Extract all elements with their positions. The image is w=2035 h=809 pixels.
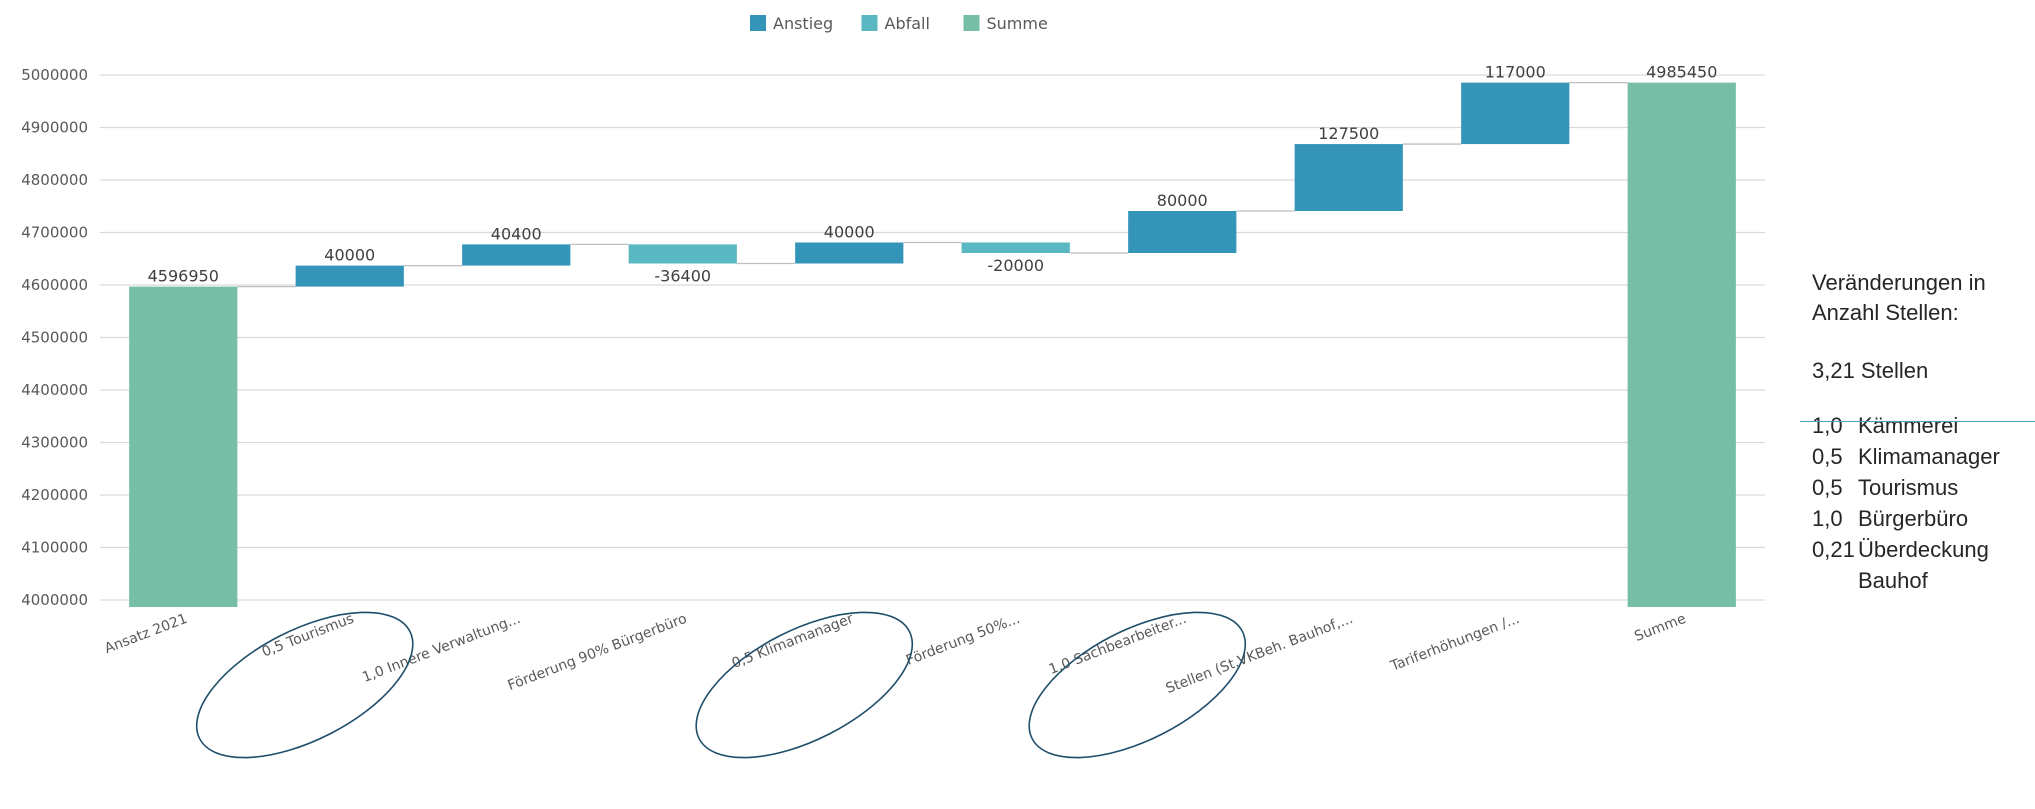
side-note-total: 3,21 Stellen <box>1812 358 1929 383</box>
bar-decrease <box>628 244 737 264</box>
data-label: 117000 <box>1485 63 1546 82</box>
side-note-divider <box>1800 421 2035 422</box>
data-labels: 4596950 40000 40400 -36400 40000 -20000 80000 1… <box>148 63 1718 286</box>
side-note-header-line1: Veränderungen in <box>1812 270 1986 295</box>
y-tick-label: 5000000 <box>21 66 88 84</box>
side-note-item-num: 1,0 <box>1812 413 1843 438</box>
y-tick-label: 4800000 <box>21 171 88 189</box>
side-note-item-num: 0,21 <box>1812 537 1855 562</box>
highlight-ellipse <box>195 611 414 759</box>
data-label: -20000 <box>987 256 1044 275</box>
bar-decrease <box>961 242 1070 254</box>
x-tick-label: 0,5 Tourismus <box>260 611 356 661</box>
side-note-item-text: Bürgerbüro <box>1858 506 1969 531</box>
side-note-item-text: Klimamanager <box>1858 444 2000 469</box>
data-label: 40000 <box>324 246 375 265</box>
side-note-item: 0,5 Tourismus <box>1812 472 2032 503</box>
y-tick-label: 4900000 <box>21 119 88 137</box>
bar-increase <box>1294 144 1403 212</box>
bar-increase <box>295 265 404 287</box>
bar-increase <box>462 244 571 266</box>
data-label: 4596950 <box>148 267 219 286</box>
legend-label: Abfall <box>885 14 930 33</box>
side-note-item-text: Tourismus <box>1858 475 1959 500</box>
bar-increase <box>1461 82 1570 145</box>
side-note-items: 1,0 Kämmerei 0,5 Klimamanager 0,5 Tourismus… <box>1812 410 2032 596</box>
bar-total <box>129 286 238 607</box>
data-label: 40000 <box>824 223 875 242</box>
y-tick-label: 4500000 <box>21 329 88 347</box>
side-note-item: 0,21 Überdeckung <box>1812 534 2032 565</box>
side-note-item-text: Bauhof <box>1858 568 1928 593</box>
highlight-ellipse <box>695 611 914 759</box>
x-tick-label: Stellen (St.VKBeh. Bauhof,... <box>1164 611 1355 697</box>
side-note-item-num <box>1812 565 1858 596</box>
bars <box>129 82 1736 608</box>
bar-increase <box>1128 211 1237 254</box>
x-tick-label: Förderung 90% Bürgerbüro <box>506 611 690 694</box>
x-tick-label: Summe <box>1632 611 1688 645</box>
legend-swatch <box>861 15 878 31</box>
y-tick-label: 4400000 <box>21 381 88 399</box>
bar-increase <box>795 242 904 264</box>
highlight-ellipses <box>195 611 1247 759</box>
side-note-header-line2: Anzahl Stellen: <box>1812 300 1959 325</box>
data-label: 80000 <box>1157 191 1208 210</box>
side-note-item: 1,0 Bürgerbüro <box>1812 503 2032 534</box>
side-note-item: 0,5 Klimamanager <box>1812 441 2032 472</box>
y-tick-label: 4600000 <box>21 276 88 294</box>
connectors <box>237 81 1628 288</box>
x-tick-label: Tariferhöhungen /... <box>1388 611 1522 675</box>
y-axis: 4000000 4100000 4200000 4300000 4400000 45000… <box>21 66 88 609</box>
gridlines <box>100 74 1765 601</box>
x-tick-label: 0,5 Klimamanager <box>730 611 856 672</box>
data-label: 127500 <box>1318 124 1379 143</box>
y-tick-label: 4300000 <box>21 434 88 452</box>
legend: Anstieg Abfall Summe <box>750 14 1048 33</box>
legend-label: Anstieg <box>773 14 833 33</box>
highlight-ellipse <box>1028 611 1247 759</box>
legend-swatch <box>750 15 766 31</box>
bar-total <box>1627 82 1736 608</box>
data-label: 4985450 <box>1646 63 1717 82</box>
side-note-item-num: 0,5 <box>1812 475 1843 500</box>
y-tick-label: 4100000 <box>21 539 88 557</box>
x-tick-label: 1,0 Sachbearbeiter... <box>1047 611 1189 678</box>
legend-swatch <box>963 15 980 31</box>
side-note-item-text: Überdeckung <box>1858 537 1989 562</box>
x-tick-label: 1,0 Innere Verwaltung... <box>360 611 523 686</box>
legend-label: Summe <box>987 14 1048 33</box>
y-tick-label: 4000000 <box>21 591 88 609</box>
data-label: -36400 <box>654 267 711 286</box>
side-note-item: Bauhof <box>1812 565 2032 596</box>
waterfall-chart: Anstieg Abfall Summe 4000000 4100000 4200000… <box>21 14 1765 759</box>
x-tick-label: Ansatz 2021 <box>102 611 189 657</box>
side-note-item-text: Kämmerei <box>1858 413 1959 438</box>
side-note-item-num: 0,5 <box>1812 444 1843 469</box>
x-tick-label: Förderung 50%... <box>904 611 1022 669</box>
side-note: Veränderungen in Anzahl Stellen: 3,21 St… <box>1800 268 2035 596</box>
y-tick-label: 4700000 <box>21 224 88 242</box>
side-note-item-num: 1,0 <box>1812 506 1843 531</box>
side-note-item: 1,0 Kämmerei <box>1812 410 2032 441</box>
data-label: 40400 <box>491 224 542 243</box>
y-tick-label: 4200000 <box>21 486 88 504</box>
